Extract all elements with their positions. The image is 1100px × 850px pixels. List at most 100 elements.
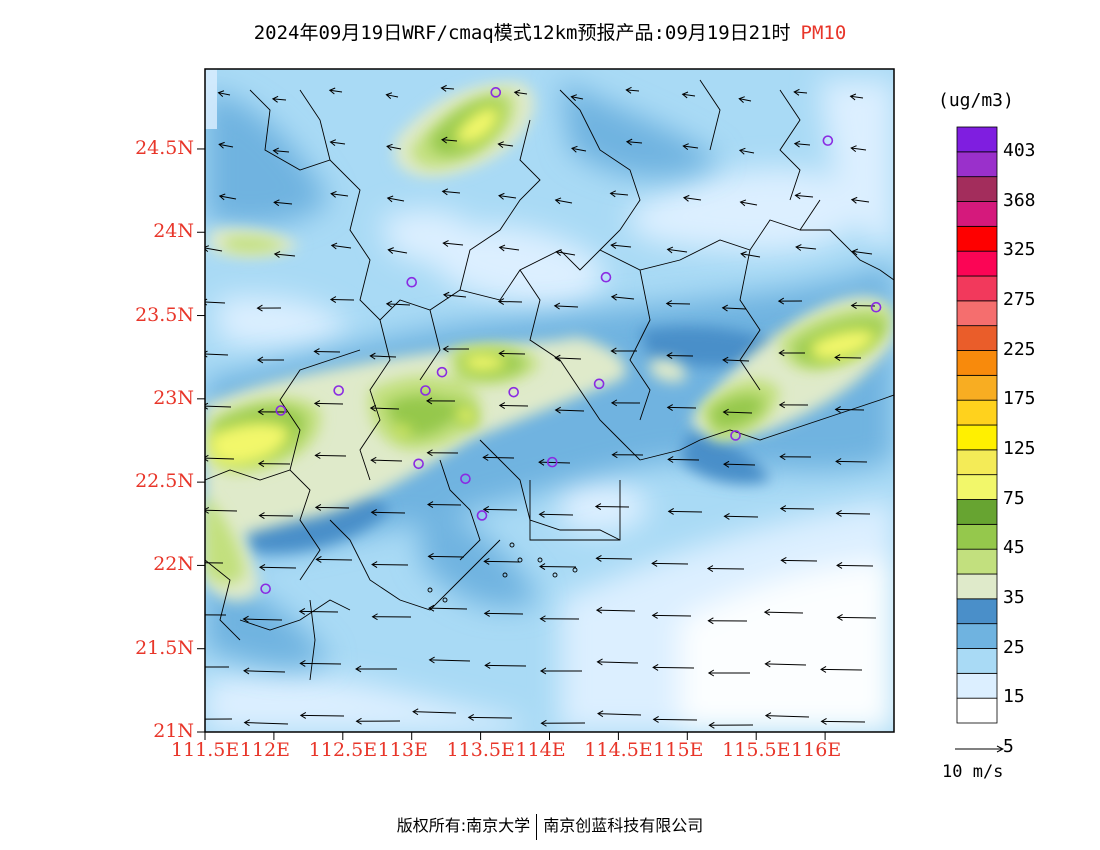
station-marker: [275, 405, 287, 416]
wind-arrow: [820, 718, 866, 725]
wind-arrow: [483, 558, 521, 565]
wind-arrow: [385, 92, 399, 99]
station-marker: [870, 301, 882, 313]
lon-label: 115.5E: [722, 739, 791, 761]
wind-arrow: [834, 406, 865, 413]
station-marker: [406, 276, 418, 288]
footer-right: 南京创蓝科技有限公司: [543, 816, 704, 835]
wind-arrow: [553, 302, 579, 310]
wind-arrow: [428, 656, 471, 664]
wind-arrow: [205, 402, 232, 410]
colorbar-swatch: [956, 424, 998, 451]
wind-arrow: [780, 556, 818, 564]
wind-arrow: [243, 719, 289, 727]
station-marker: [822, 135, 834, 146]
colorbar-label: 225: [1003, 338, 1036, 360]
wind-arrow: [722, 356, 750, 364]
wind-arrow: [385, 300, 411, 308]
colorbar-swatch: [956, 151, 998, 178]
wind-arrow: [314, 452, 347, 459]
wind-arrow: [763, 608, 804, 616]
map-title: 2024年09月19日WRF/cmaq模式12km预报产品:09月19日21时 P…: [0, 18, 1100, 45]
wind-arrow: [610, 293, 635, 301]
wind-arrow: [738, 147, 755, 155]
wind-arrow: [371, 561, 409, 568]
wind-arrow: [427, 552, 465, 560]
wind-arrow: [205, 454, 235, 462]
wind-arrow: [665, 300, 691, 308]
wind-arrow: [217, 90, 231, 97]
colorbar-swatch: [956, 300, 998, 327]
wind-arrow: [483, 610, 524, 617]
footer-left: 版权所有:南京大学: [396, 816, 531, 835]
wind-arrow: [299, 712, 345, 719]
title-pollutant: PM10: [800, 22, 847, 44]
station-marker: [730, 430, 741, 441]
wind-arrow: [570, 94, 584, 101]
lon-label: 113.5E: [446, 739, 515, 761]
wind-arrow: [370, 508, 406, 516]
wind-arrow: [764, 712, 810, 720]
wind-arrow: [682, 143, 699, 151]
colorbar-swatch: [956, 523, 998, 550]
wind-arrow: [625, 138, 643, 146]
wind-arrow: [849, 93, 864, 101]
wind-arrow: [850, 145, 867, 153]
wind-arrow: [835, 458, 868, 465]
wind-arrow: [793, 140, 811, 148]
wind-arrow: [258, 512, 294, 519]
station-marker: [490, 87, 502, 98]
station-marker: [260, 583, 271, 595]
colorbar-swatch: [956, 648, 998, 674]
wind-arrow: [442, 291, 467, 299]
wind-arrow: [554, 406, 585, 414]
wind-arrow: [681, 91, 696, 99]
wind-arrow: [820, 666, 863, 673]
wind-arrow: [538, 458, 571, 466]
station-marker: [460, 473, 471, 485]
colorbar-swatch: [956, 499, 998, 525]
wind-arrow: [205, 506, 238, 514]
wind-arrow: [513, 89, 528, 97]
colorbar-label: 403: [1003, 139, 1036, 161]
station-marker: [600, 271, 612, 283]
wind-arrow: [467, 714, 513, 721]
colorbar-swatch: [956, 325, 998, 351]
wind-arrow: [440, 84, 455, 92]
colorbar: [956, 126, 998, 724]
wind-arrow: [652, 664, 695, 671]
wind-arrow: [497, 141, 514, 149]
wind-arrow: [667, 508, 703, 515]
wind-arrow: [497, 298, 523, 306]
station-marker: [593, 378, 605, 390]
wind-arrow: [706, 565, 745, 572]
wind-arrow: [764, 660, 807, 668]
wind-arrow: [738, 96, 752, 103]
wind-arrow: [482, 454, 515, 461]
station-marker: [333, 385, 344, 396]
concentration-field: [205, 69, 894, 732]
wind-arrow: [205, 298, 226, 306]
station-marker: [508, 386, 519, 398]
wind-arrow: [315, 556, 353, 563]
wind-arrow: [851, 248, 873, 256]
wind-arrow: [330, 190, 349, 198]
wind-arrow: [369, 404, 400, 412]
wind-arrow: [571, 145, 587, 153]
wind-arrow: [721, 304, 747, 312]
wind-arrow: [666, 246, 688, 254]
lon-label: 115E: [653, 739, 704, 761]
wind-arrow: [428, 604, 468, 612]
wind-arrow: [314, 504, 350, 511]
wind-arrow: [538, 510, 574, 518]
wind-arrow: [271, 95, 287, 103]
colorbar-swatch: [956, 399, 998, 426]
wind-arrow: [242, 615, 283, 623]
footer-separator: [536, 813, 538, 840]
wind-arrow: [484, 662, 527, 669]
wind-arrow: [273, 251, 296, 258]
colorbar-swatch: [956, 250, 998, 277]
wind-arrow: [651, 560, 689, 567]
lon-label: 114.5E: [584, 739, 653, 761]
